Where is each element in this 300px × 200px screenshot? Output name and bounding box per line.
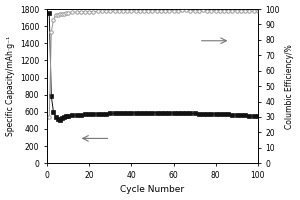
Y-axis label: Columbic Efficiency/%: Columbic Efficiency/% [285, 44, 294, 129]
X-axis label: Cycle Number: Cycle Number [120, 185, 184, 194]
Y-axis label: Specific Capacity/mAh·g⁻¹: Specific Capacity/mAh·g⁻¹ [6, 36, 15, 136]
